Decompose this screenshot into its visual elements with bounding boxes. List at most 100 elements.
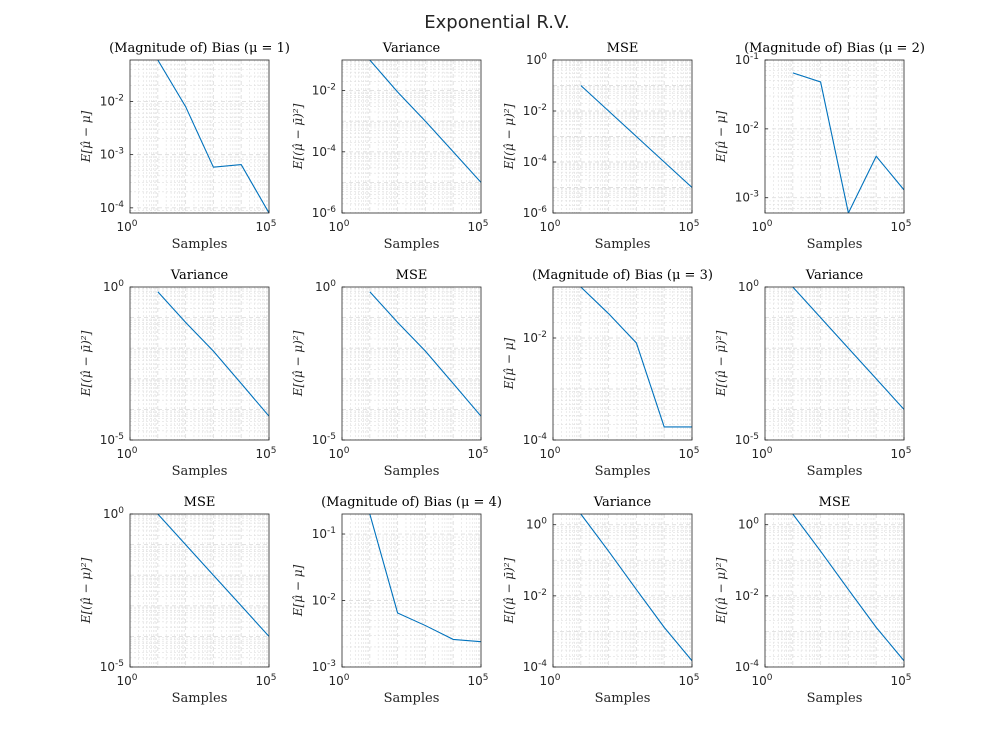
y-axis-label: E[(μ̂ − μ̄)²] bbox=[714, 330, 728, 397]
y-tick-label: 10-2 bbox=[523, 330, 547, 345]
x-tick-label: 105 bbox=[255, 219, 276, 234]
y-tick-label: 10-2 bbox=[312, 83, 336, 98]
x-tick-label: 100 bbox=[116, 446, 137, 461]
x-tick-label: 100 bbox=[751, 219, 772, 234]
subplot-title: Variance bbox=[593, 495, 652, 510]
subplot-12: 10-4 10-2 100 100 105 MSE Samples E[(μ̂ − μ)²] bbox=[714, 495, 912, 706]
y-tick-label: 10-4 bbox=[735, 659, 760, 674]
series-line bbox=[157, 514, 269, 637]
x-tick-label: 105 bbox=[678, 673, 699, 688]
x-axis-label: Samples bbox=[807, 691, 863, 706]
axes-background bbox=[130, 287, 269, 440]
axes-frame bbox=[764, 513, 905, 668]
y-axis-label: E[(μ̂ − μ)²] bbox=[714, 557, 728, 624]
x-tick-label: 100 bbox=[116, 219, 137, 234]
subplot-title: (Magnitude of) Bias (μ = 4) bbox=[321, 495, 502, 510]
subplot-title: Variance bbox=[382, 41, 441, 56]
axes-background bbox=[342, 60, 481, 213]
y-tick-label: 10-4 bbox=[523, 432, 548, 447]
x-axis-label: Samples bbox=[807, 237, 863, 252]
subplot-4: 10-3 10-2 10-1 100 105 (Magnitude of) Bias (μ… bbox=[714, 41, 925, 252]
x-axis-label: Samples bbox=[384, 691, 440, 706]
x-axis-label: Samples bbox=[384, 464, 440, 479]
axes-background bbox=[130, 514, 269, 667]
y-axis-label: E[μ̂ − μ] bbox=[79, 110, 93, 163]
series-line bbox=[369, 60, 481, 183]
y-tick-label: 10-2 bbox=[735, 588, 759, 603]
axes-frame bbox=[764, 286, 905, 441]
y-tick-label: 100 bbox=[738, 517, 759, 532]
axes-background bbox=[342, 287, 481, 440]
y-axis-label: E[(μ̂ − μ̄)²] bbox=[79, 330, 93, 397]
y-axis-label: E[(μ̂ − μ)²] bbox=[291, 330, 305, 397]
subplot-3: 10-6 10-4 10-2 100 100 105 MSE Samples E[(μ̂ − μ… bbox=[502, 41, 700, 252]
y-tick-label: 10-1 bbox=[735, 52, 759, 67]
y-tick-label: 10-6 bbox=[523, 205, 548, 220]
axes-frame bbox=[764, 59, 905, 214]
x-tick-label: 100 bbox=[539, 219, 560, 234]
x-axis-label: Samples bbox=[595, 237, 651, 252]
subplot-title: (Magnitude of) Bias (μ = 3) bbox=[532, 268, 713, 283]
y-tick-label: 10-5 bbox=[312, 432, 336, 447]
axes-frame bbox=[341, 59, 482, 214]
y-tick-label: 10-2 bbox=[735, 121, 759, 136]
subplot-7: 10-4 10-2 100 105 (Magnitude of) Bias (μ = 3… bbox=[502, 268, 713, 479]
y-tick-label: 100 bbox=[315, 279, 336, 294]
x-axis-label: Samples bbox=[172, 464, 228, 479]
subplot-title: MSE bbox=[396, 268, 428, 283]
subplot-title: (Magnitude of) Bias (μ = 1) bbox=[109, 41, 290, 56]
y-tick-label: 10-3 bbox=[100, 147, 124, 162]
subplot-title: MSE bbox=[184, 495, 216, 510]
x-tick-label: 105 bbox=[255, 446, 276, 461]
x-tick-label: 105 bbox=[467, 446, 488, 461]
x-axis-label: Samples bbox=[172, 691, 228, 706]
x-axis-label: Samples bbox=[384, 237, 440, 252]
x-tick-label: 105 bbox=[467, 673, 488, 688]
series-line bbox=[792, 287, 904, 410]
subplot-title: Variance bbox=[170, 268, 229, 283]
series-line bbox=[580, 514, 692, 662]
y-tick-label: 10-5 bbox=[100, 432, 124, 447]
y-axis-label: E[(μ̂ − μ̄)²] bbox=[291, 103, 305, 170]
axes-frame bbox=[552, 513, 693, 668]
series-line bbox=[157, 60, 269, 213]
x-tick-label: 105 bbox=[678, 219, 699, 234]
y-axis-label: E[μ̂ − μ] bbox=[714, 110, 728, 163]
y-tick-label: 100 bbox=[103, 506, 124, 521]
x-tick-label: 105 bbox=[890, 673, 911, 688]
axes-frame bbox=[129, 59, 270, 214]
x-tick-label: 100 bbox=[539, 446, 560, 461]
x-tick-label: 105 bbox=[678, 446, 699, 461]
x-tick-label: 105 bbox=[255, 673, 276, 688]
x-tick-label: 105 bbox=[467, 219, 488, 234]
series-line bbox=[580, 85, 692, 188]
y-tick-label: 10-6 bbox=[312, 205, 337, 220]
series-line bbox=[580, 287, 692, 428]
y-tick-label: 10-2 bbox=[523, 103, 547, 118]
y-tick-label: 100 bbox=[103, 279, 124, 294]
y-tick-label: 10-1 bbox=[312, 526, 336, 541]
x-tick-label: 100 bbox=[751, 673, 772, 688]
subplot-title: MSE bbox=[819, 495, 851, 510]
subplot-title: MSE bbox=[607, 41, 639, 56]
y-tick-label: 100 bbox=[526, 517, 547, 532]
y-tick-label: 10-2 bbox=[100, 93, 124, 108]
subplot-grid: 10-4 10-3 10-2 100 105 (Magnitude of) Bias (μ… bbox=[79, 41, 925, 706]
series-line bbox=[792, 72, 904, 213]
y-tick-label: 10-3 bbox=[312, 659, 336, 674]
y-tick-label: 10-5 bbox=[100, 659, 124, 674]
subplot-11: 10-4 10-2 100 100 105 Variance Samples E[(μ̂ − … bbox=[502, 495, 700, 706]
axes-background bbox=[553, 287, 692, 440]
series-line bbox=[157, 291, 269, 417]
y-axis-label: E[μ̂ − μ] bbox=[291, 564, 305, 617]
x-axis-label: Samples bbox=[807, 464, 863, 479]
axes-frame bbox=[552, 286, 693, 441]
axes-frame bbox=[129, 286, 270, 441]
series-line bbox=[369, 291, 481, 417]
series-line bbox=[792, 514, 904, 662]
subplot-title: Variance bbox=[805, 268, 864, 283]
y-tick-label: 10-5 bbox=[735, 432, 759, 447]
